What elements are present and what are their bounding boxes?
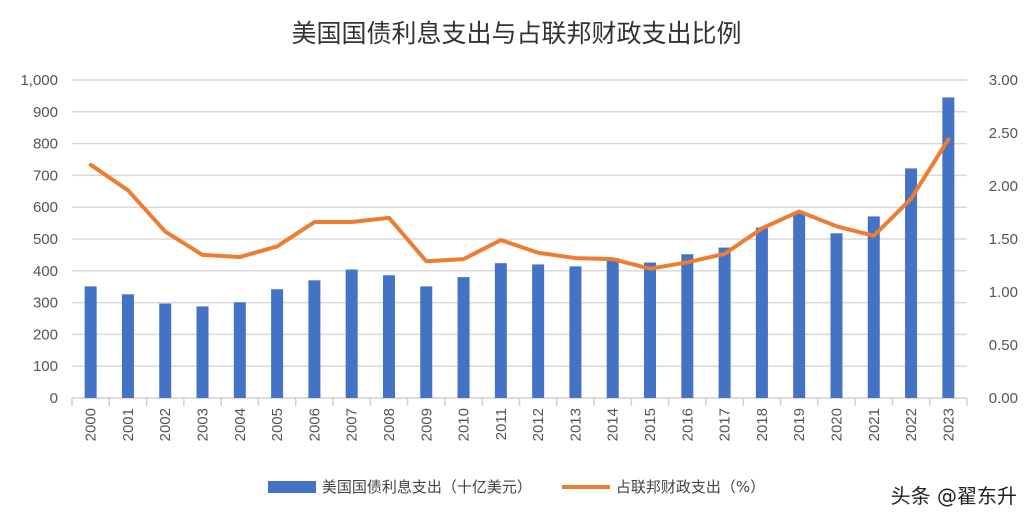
y-left-tick-label: 300 <box>33 295 58 312</box>
y-right-tick-label: 3.00 <box>989 72 1018 89</box>
y-right-tick-label: 0.00 <box>989 390 1018 407</box>
y-left-tick-label: 0 <box>50 390 58 407</box>
x-tick-label: 2004 <box>232 408 249 441</box>
y-right-tick-label: 2.50 <box>989 125 1018 142</box>
bar-2016 <box>681 254 694 398</box>
x-tick-label: 2019 <box>791 408 808 441</box>
y-left-tick-label: 900 <box>33 104 58 121</box>
y-left-tick-label: 500 <box>33 231 58 248</box>
x-tick-label: 2020 <box>828 408 845 441</box>
x-tick-label: 2001 <box>120 408 137 441</box>
bar-2010 <box>457 277 470 398</box>
legend-item-bar: 美国国债利息支出（十亿美元） <box>267 476 532 497</box>
x-tick-label: 2012 <box>530 408 547 441</box>
y-right-tick-label: 2.00 <box>989 178 1018 195</box>
bar-2006 <box>308 280 321 398</box>
x-tick-label: 2015 <box>642 408 659 441</box>
x-tick-label: 2023 <box>940 408 957 441</box>
x-tick-label: 2014 <box>605 408 622 441</box>
bar-2008 <box>382 275 395 398</box>
x-tick-label: 2002 <box>157 408 174 441</box>
bar-2021 <box>867 216 880 398</box>
legend-swatch-line <box>561 484 610 489</box>
x-tick-label: 2008 <box>381 408 398 441</box>
bar-2007 <box>345 269 358 398</box>
bar-2004 <box>233 302 246 398</box>
bar-2022 <box>905 168 918 398</box>
x-tick-label: 2010 <box>456 408 473 441</box>
x-tick-label: 2022 <box>903 408 920 441</box>
x-tick-label: 2021 <box>866 408 883 441</box>
bar-2019 <box>793 213 806 398</box>
bar-2017 <box>718 247 731 398</box>
legend-label-line: 占联邦财政支出（%） <box>615 478 766 496</box>
bar-2018 <box>755 227 768 398</box>
legend-label-bar: 美国国债利息支出（十亿美元） <box>321 478 532 496</box>
bar-2023 <box>942 97 955 399</box>
x-tick-label: 2011 <box>493 408 510 440</box>
x-tick-label: 2013 <box>567 408 584 441</box>
legend: 美国国债利息支出（十亿美元） 占联邦财政支出（%） <box>0 476 1033 497</box>
x-tick-label: 2000 <box>83 408 100 441</box>
bar-2000 <box>84 286 97 398</box>
legend-swatch-bar <box>267 480 316 493</box>
y-right-tick-label: 1.50 <box>989 231 1018 248</box>
y-right-tick-label: 1.00 <box>989 284 1018 301</box>
legend-item-line: 占联邦财政支出（%） <box>561 476 766 497</box>
chart-title: 美国国债利息支出与占联邦财政支出比例 <box>291 19 742 48</box>
bar-2002 <box>159 303 172 398</box>
y-left-tick-label: 100 <box>33 358 58 375</box>
bar-2011 <box>494 263 507 398</box>
bar-2005 <box>271 289 284 398</box>
bar-2015 <box>644 262 657 398</box>
line-series <box>88 137 951 271</box>
x-tick-label: 2003 <box>195 408 212 441</box>
bar-2012 <box>532 264 545 398</box>
bar-2014 <box>606 258 619 398</box>
bar-2013 <box>569 266 582 398</box>
y-left-tick-label: 800 <box>33 136 58 153</box>
x-tick-label: 2007 <box>344 408 361 441</box>
x-tick-label: 2017 <box>717 408 734 441</box>
x-tick-label: 2018 <box>754 408 771 441</box>
x-tick-label: 2016 <box>679 408 696 441</box>
x-tick-label: 2009 <box>418 408 435 441</box>
y-left-tick-label: 1,000 <box>20 72 58 89</box>
bar-2009 <box>420 286 433 398</box>
x-tick-label: 2006 <box>306 408 323 441</box>
y-left-tick-label: 200 <box>33 326 58 343</box>
y-left-tick-label: 400 <box>33 263 58 280</box>
y-left-tick-label: 700 <box>33 167 58 184</box>
bar-2020 <box>830 233 843 398</box>
y-left-tick-label: 600 <box>33 199 58 216</box>
y-right-tick-label: 0.50 <box>989 337 1018 354</box>
bar-2001 <box>121 294 134 398</box>
x-tick-label: 2005 <box>269 408 286 441</box>
bar-2003 <box>196 306 209 398</box>
watermark: 头条 @翟东升 <box>890 484 1017 508</box>
